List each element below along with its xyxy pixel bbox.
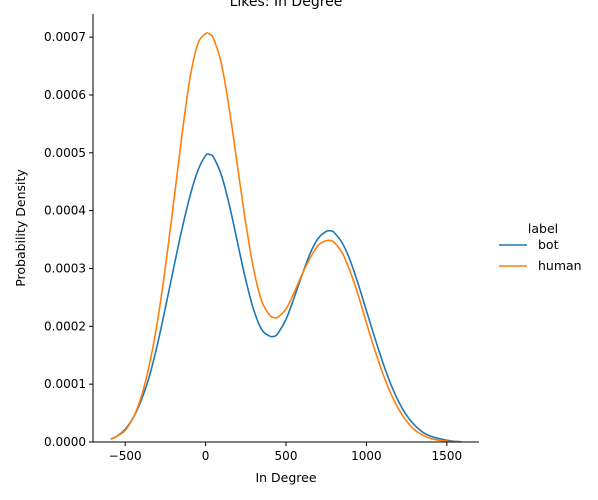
legend-title: label: [528, 221, 558, 236]
legend-items: bot human: [499, 237, 582, 273]
legend-label-human: human: [538, 258, 582, 273]
x-tick-label: 0: [202, 449, 210, 463]
x-tick-label: 1000: [351, 449, 382, 463]
x-tick-label: 1500: [432, 449, 463, 463]
x-ticks: −500 0 500 1000 1500: [109, 442, 462, 463]
y-ticks: 0.0000 0.0001 0.0002 0.0003 0.0004 0.0005 0.00…: [44, 30, 93, 449]
y-tick-label: 0.0003: [44, 261, 86, 275]
series-lines: [110, 32, 462, 443]
x-axis-label: In Degree: [255, 470, 316, 485]
y-tick-label: 0.0007: [44, 30, 86, 44]
x-tick-label: 500: [275, 449, 298, 463]
series-line-bot: [110, 153, 462, 443]
y-tick-label: 0.0004: [44, 204, 86, 218]
plot-area: −500 0 500 1000 1500 0.00000.00010.00020.000…: [44, 14, 479, 463]
legend-label-bot: bot: [538, 237, 559, 252]
y-tick-label: 0.0000: [44, 435, 86, 449]
y-tick-label: 0.0002: [44, 319, 86, 333]
chart-title: Likes: In Degree: [230, 0, 343, 10]
y-tick-label: 0.0005: [44, 146, 86, 160]
legend: label bot human: [499, 221, 582, 273]
series-line-human: [110, 32, 462, 443]
y-axis-label: Probability Density: [13, 169, 28, 287]
x-tick-label: −500: [109, 449, 142, 463]
y-tick-label: 0.0006: [44, 88, 86, 102]
y-tick-label: 0.0001: [44, 377, 86, 391]
